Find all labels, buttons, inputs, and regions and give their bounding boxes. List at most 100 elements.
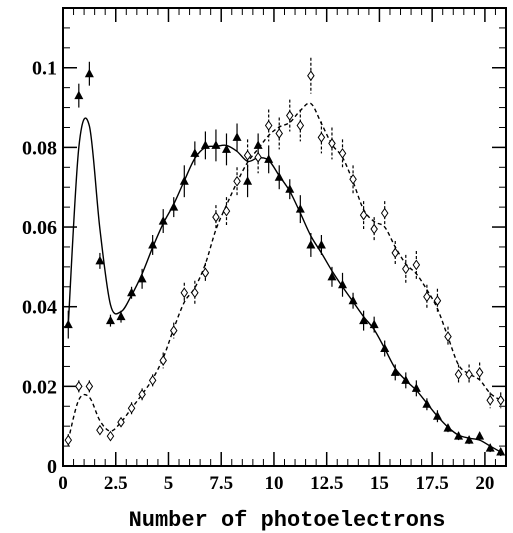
data-point-triangle — [127, 287, 137, 297]
data-point-triangle — [274, 172, 284, 181]
data-point-triangle — [200, 140, 210, 149]
y-tick-label: 0.06 — [22, 217, 57, 239]
plot-frame — [62, 7, 507, 467]
x-tick-label: 5 — [164, 473, 174, 494]
x-tick-label: 20 — [475, 473, 494, 494]
data-point-diamond — [496, 394, 505, 406]
data-point-diamond — [286, 110, 294, 121]
data-point-triangle — [264, 154, 274, 163]
data-point-diamond — [243, 149, 252, 161]
data-point-diamond — [191, 287, 199, 299]
y-tick-label: 0.04 — [22, 297, 57, 319]
data-point-diamond — [85, 380, 94, 392]
data-point-triangle — [285, 184, 295, 193]
data-point-diamond — [127, 402, 136, 414]
data-point-triangle — [401, 375, 411, 384]
data-point-triangle — [137, 273, 147, 283]
data-point-triangle — [390, 367, 400, 376]
data-point-diamond — [380, 207, 389, 219]
data-point-diamond — [212, 211, 220, 223]
data-point-diamond — [275, 128, 283, 139]
data-point-triangle — [190, 148, 200, 157]
data-point-triangle — [95, 255, 105, 265]
data-point-triangle — [338, 279, 348, 289]
data-point-diamond — [391, 247, 400, 259]
x-tick-label: 17.5 — [416, 473, 449, 494]
data-point-diamond — [180, 287, 189, 299]
data-point-diamond — [75, 380, 83, 392]
data-point-triangle — [327, 271, 337, 281]
data-point-triangle — [179, 176, 189, 185]
axis-ticks — [62, 8, 506, 467]
data-point-triangle — [63, 319, 73, 329]
data-point-diamond — [117, 416, 125, 428]
x-tick-label: 10 — [264, 473, 283, 494]
data-point-triangle — [84, 68, 94, 78]
data-point-diamond — [264, 120, 273, 131]
data-point-triangle — [74, 90, 84, 100]
data-point-triangle — [359, 315, 369, 325]
data-point-diamond — [159, 355, 167, 366]
data-point-triangle — [485, 443, 495, 452]
data-point-diamond — [254, 151, 262, 163]
data-point-triangle — [348, 295, 358, 305]
data-point-triangle — [295, 204, 305, 213]
data-point-diamond — [96, 424, 104, 436]
x-tick-label: 15 — [370, 473, 389, 494]
data-point-triangle — [369, 319, 379, 329]
data-point-triangle — [422, 399, 432, 408]
data-point-triangle — [464, 435, 474, 444]
data-point-diamond — [328, 138, 336, 149]
data-point-triangle — [443, 423, 453, 432]
fit-curve-series-1 — [67, 117, 502, 453]
data-point-diamond — [106, 430, 115, 442]
data-point-triangle — [475, 431, 485, 440]
data-point-diamond — [233, 175, 241, 187]
data-point-diamond — [433, 295, 442, 307]
y-tick-label: 0.02 — [22, 376, 57, 398]
data-point-triangle — [432, 411, 442, 420]
data-markers — [63, 57, 506, 457]
y-tick-label: 0.1 — [32, 58, 57, 80]
x-tick-label: 2.5 — [104, 473, 128, 494]
data-point-triangle — [105, 315, 115, 325]
data-point-triangle — [380, 343, 390, 353]
data-point-diamond — [148, 375, 157, 386]
data-point-diamond — [338, 147, 347, 159]
x-tick-label: 7.5 — [209, 473, 233, 494]
data-point-triangle — [454, 431, 464, 440]
data-point-diamond — [317, 132, 326, 143]
x-tick-label: 12.5 — [310, 473, 343, 494]
data-point-diamond — [402, 263, 410, 275]
y-tick-label: 0.08 — [22, 137, 57, 159]
data-point-triangle — [411, 383, 421, 392]
data-point-triangle — [211, 140, 221, 149]
data-point-triangle — [232, 132, 242, 141]
data-point-diamond — [307, 70, 315, 82]
data-point-triangle — [116, 311, 126, 321]
data-point-diamond — [444, 331, 452, 342]
data-point-diamond — [222, 205, 231, 217]
data-point-triangle — [496, 447, 506, 456]
data-point-triangle — [253, 140, 263, 149]
data-point-diamond — [359, 209, 368, 221]
data-point-triangle — [306, 239, 316, 249]
y-tick-label: 0 — [47, 456, 57, 478]
tick-labels: 0 2.5 5 7.5 10 12.5 15 17.5 20 0 0.02 0.04 0.06 0.08 0… — [22, 58, 494, 494]
data-point-diamond — [296, 120, 305, 131]
data-point-diamond — [465, 369, 473, 380]
x-axis-label: Number of photoelectrons — [129, 508, 446, 533]
data-point-diamond — [423, 291, 431, 303]
fit-curves — [67, 102, 502, 453]
data-point-diamond — [370, 223, 378, 235]
data-point-diamond — [64, 434, 73, 446]
x-tick-label: 0 — [58, 473, 68, 494]
data-point-diamond — [486, 394, 494, 406]
fit-curve-series-2 — [67, 102, 502, 441]
data-point-diamond — [475, 367, 484, 378]
data-point-diamond — [454, 369, 463, 380]
data-point-diamond — [169, 325, 178, 336]
data-point-triangle — [316, 239, 326, 249]
data-point-triangle — [148, 239, 158, 249]
